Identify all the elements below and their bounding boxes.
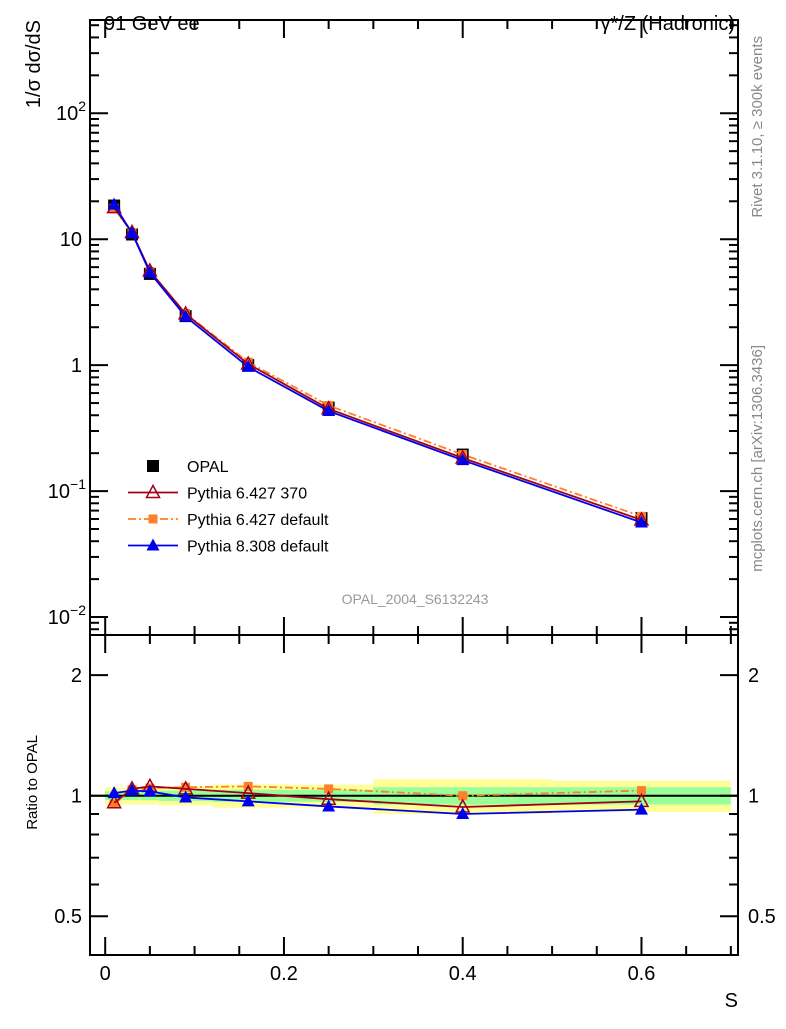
analysis-id: OPAL_2004_S6132243 bbox=[342, 591, 489, 607]
ratio-point-p8 bbox=[241, 794, 255, 807]
data-point-p8 bbox=[179, 309, 193, 322]
ratio-point-p8 bbox=[125, 783, 139, 796]
data-point-p8 bbox=[322, 404, 336, 417]
data-point-p8 bbox=[125, 225, 139, 238]
y-tick-label: 1 bbox=[71, 355, 82, 377]
legend-marker-OPAL bbox=[147, 460, 159, 472]
ratio-tick-label-left: 2 bbox=[71, 665, 82, 687]
data-point-p8 bbox=[634, 515, 648, 528]
ratio-point-p8 bbox=[456, 807, 470, 820]
ratio-tick-label-right: 0.5 bbox=[748, 906, 776, 928]
legend-marker-p8 bbox=[146, 538, 160, 551]
legend-label-p6_370: Pythia 6.427 370 bbox=[187, 486, 307, 503]
title-right: γ*/Z (Hadronic) bbox=[601, 13, 735, 35]
ratio-y-axis-label: Ratio to OPAL bbox=[24, 735, 41, 830]
y-tick-label: 10−2 bbox=[48, 602, 86, 629]
ratio-point-p8 bbox=[179, 790, 193, 803]
ratio-point-p8 bbox=[322, 799, 336, 812]
rivet-info: Rivet 3.1.10, ≥ 300k events bbox=[749, 36, 766, 218]
mcplots-info: mcplots.cern.ch [arXiv:1306.3436] bbox=[749, 345, 766, 572]
ratio-point-p6_def bbox=[324, 784, 334, 794]
y-axis-label: 1/σ dσ/dS bbox=[23, 20, 45, 108]
data-point-p8 bbox=[107, 197, 121, 210]
ratio-point-p6_def bbox=[109, 799, 119, 809]
ratio-point-p8 bbox=[107, 786, 121, 799]
legend-label-OPAL: OPAL bbox=[187, 459, 229, 476]
ratio-line-p6_def bbox=[113, 785, 642, 805]
ratio-tick-label-left: 0.5 bbox=[54, 906, 82, 928]
data-point-p8 bbox=[241, 359, 255, 372]
data-point-p8 bbox=[456, 453, 470, 466]
ratio-point-p6_370 bbox=[106, 794, 122, 809]
x-tick-label: 0 bbox=[100, 963, 111, 985]
legend-label-p6_def: Pythia 6.427 default bbox=[187, 512, 329, 529]
ratio-point-p6_def bbox=[181, 782, 191, 792]
x-tick-label: 0.2 bbox=[270, 963, 298, 985]
y-tick-label: 10 bbox=[60, 229, 82, 251]
ratio-point-p8 bbox=[634, 802, 648, 815]
series-line-p8 bbox=[113, 204, 642, 524]
legend-label-p8: Pythia 8.308 default bbox=[187, 539, 329, 556]
data-point-p8 bbox=[143, 265, 157, 278]
x-tick-label: 0.4 bbox=[449, 963, 477, 985]
ratio-tick-label-left: 1 bbox=[71, 786, 82, 808]
x-tick-label: 0.6 bbox=[628, 963, 656, 985]
ratio-tick-label-right: 2 bbox=[748, 665, 759, 687]
ratio-tick-label-right: 1 bbox=[748, 786, 759, 808]
legend-marker-p6_def bbox=[148, 514, 158, 524]
ratio-point-p8 bbox=[143, 784, 157, 797]
y-tick-label: 102 bbox=[56, 98, 86, 125]
ratio-point-p6_def bbox=[636, 786, 646, 796]
x-axis-label: S bbox=[725, 990, 738, 1012]
y-tick-label: 10−1 bbox=[48, 476, 86, 503]
legend-marker-p6_370 bbox=[145, 483, 161, 499]
ratio-point-p6_def bbox=[458, 791, 468, 801]
title-left: 91 GeV ee bbox=[104, 13, 200, 35]
